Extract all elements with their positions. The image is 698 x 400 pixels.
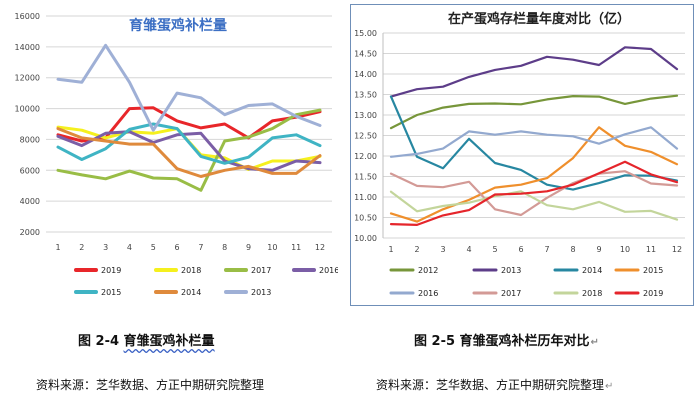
x-tick-label: 7 xyxy=(544,245,549,254)
legend-label: 2016 xyxy=(319,266,338,275)
series-line-2017 xyxy=(56,108,322,192)
x-tick-label: 4 xyxy=(127,243,132,252)
legend-label: 2015 xyxy=(643,266,663,275)
left-caption-prefix: 图 2-4 xyxy=(78,334,124,349)
legend-label: 2017 xyxy=(501,289,521,298)
x-tick-label: 6 xyxy=(518,245,523,254)
series-line-2014 xyxy=(56,127,322,178)
x-tick-label: 2 xyxy=(414,245,419,254)
x-tick-label: 11 xyxy=(646,245,656,254)
y-tick-label: 13.00 xyxy=(354,111,377,120)
y-tick-label: 13.50 xyxy=(354,91,377,100)
series-line-2016 xyxy=(389,126,679,158)
right-source-text: 资料来源：芝华数据、方正中期研究院整理 xyxy=(376,378,605,392)
series-line-2018 xyxy=(389,190,679,221)
x-tick-label: 6 xyxy=(175,243,180,252)
y-tick-label: 4000 xyxy=(20,197,40,206)
y-tick-label: 11.00 xyxy=(354,193,377,202)
x-tick-label: 10 xyxy=(620,245,630,254)
right-chart-panel: 在产蛋鸡存栏量年度对比（亿） 10.00 10.50 11.00 11.50 12.00 1… xyxy=(350,4,694,306)
y-tick-label: 10.00 xyxy=(354,234,377,243)
series-line-2015 xyxy=(389,126,679,223)
series-line-2016 xyxy=(56,130,322,172)
left-figure-caption: 图 2-4 育雏蛋鸡补栏量 xyxy=(78,330,215,349)
y-tick-label: 2000 xyxy=(20,228,40,237)
x-tick-label: 8 xyxy=(570,245,575,254)
x-tick-label: 5 xyxy=(492,245,497,254)
legend-label: 2014 xyxy=(181,288,201,297)
series-line-2019 xyxy=(389,160,679,226)
series-line-2013 xyxy=(389,46,679,98)
right-caption-text: 图 2-5 育雏蛋鸡补栏历年对比 xyxy=(414,334,590,349)
x-tick-label: 2 xyxy=(79,243,84,252)
x-tick-label: 3 xyxy=(440,245,445,254)
y-tick-label: 14000 xyxy=(15,43,40,52)
y-tick-label: 8000 xyxy=(20,135,40,144)
left-chart-panel: 育雏蛋鸡补栏量 2000 4000 6000 8000 10000 12000 14000 16… xyxy=(6,4,338,308)
legend-label: 2018 xyxy=(181,266,201,275)
paragraph-mark-icon: ↵ xyxy=(605,381,614,392)
series-line-2013 xyxy=(56,43,322,132)
y-tick-label: 12000 xyxy=(15,74,40,83)
x-tick-label: 10 xyxy=(267,243,277,252)
x-tick-label: 9 xyxy=(246,243,251,252)
series-line-2012 xyxy=(389,94,679,130)
y-tick-label: 12.50 xyxy=(354,132,377,141)
legend-label: 2016 xyxy=(418,289,438,298)
series-line-2014 xyxy=(389,95,679,191)
x-tick-label: 12 xyxy=(315,243,325,252)
x-tick-label: 7 xyxy=(198,243,203,252)
right-figure-caption: 图 2-5 育雏蛋鸡补栏历年对比↵ xyxy=(414,330,599,349)
paragraph-mark-icon: ↵ xyxy=(590,337,599,348)
x-tick-label: 9 xyxy=(596,245,601,254)
x-tick-label: 12 xyxy=(672,245,682,254)
y-tick-label: 15.00 xyxy=(354,29,377,38)
y-tick-label: 16000 xyxy=(15,12,40,21)
y-tick-label: 6000 xyxy=(20,166,40,175)
y-tick-label: 10000 xyxy=(15,105,40,114)
y-tick-label: 10.50 xyxy=(354,214,377,223)
left-source-note: 资料来源：芝华数据、方正中期研究院整理 xyxy=(36,378,265,392)
legend-label: 2018 xyxy=(582,289,602,298)
y-tick-label: 14.00 xyxy=(354,70,377,79)
series-line-2015 xyxy=(56,122,322,165)
x-tick-label: 11 xyxy=(291,243,301,252)
series-line-2019 xyxy=(56,106,322,143)
series-line-2017 xyxy=(389,170,679,217)
chart-title: 在产蛋鸡存栏量年度对比（亿） xyxy=(448,11,630,27)
right-chart-svg: 在产蛋鸡存栏量年度对比（亿） 10.00 10.50 11.00 11.50 12.00 1… xyxy=(354,11,685,298)
y-tick-label: 14.50 xyxy=(354,50,377,59)
x-tick-label: 8 xyxy=(222,243,227,252)
legend-label: 2015 xyxy=(101,288,121,297)
x-tick-label: 4 xyxy=(466,245,471,254)
legend-label: 2017 xyxy=(251,266,271,275)
legend-label: 2014 xyxy=(582,266,602,275)
left-chart-svg: 育雏蛋鸡补栏量200040006000800010000120001400016… xyxy=(15,12,338,297)
legend-label: 2019 xyxy=(643,289,663,298)
y-tick-label: 12.00 xyxy=(354,152,377,161)
right-source-note: 资料来源：芝华数据、方正中期研究院整理↵ xyxy=(376,376,613,393)
legend-label: 2013 xyxy=(501,266,521,275)
x-tick-label: 1 xyxy=(388,245,393,254)
legend-label: 2013 xyxy=(251,288,271,297)
x-tick-label: 5 xyxy=(151,243,156,252)
left-caption-title: 育雏蛋鸡补栏量 xyxy=(123,334,215,349)
chart-title: 育雏蛋鸡补栏量 xyxy=(129,17,227,34)
legend-label: 2019 xyxy=(101,266,121,275)
x-tick-label: 1 xyxy=(55,243,60,252)
x-tick-label: 3 xyxy=(103,243,108,252)
y-tick-label: 11.50 xyxy=(354,173,377,182)
legend-label: 2012 xyxy=(418,266,438,275)
